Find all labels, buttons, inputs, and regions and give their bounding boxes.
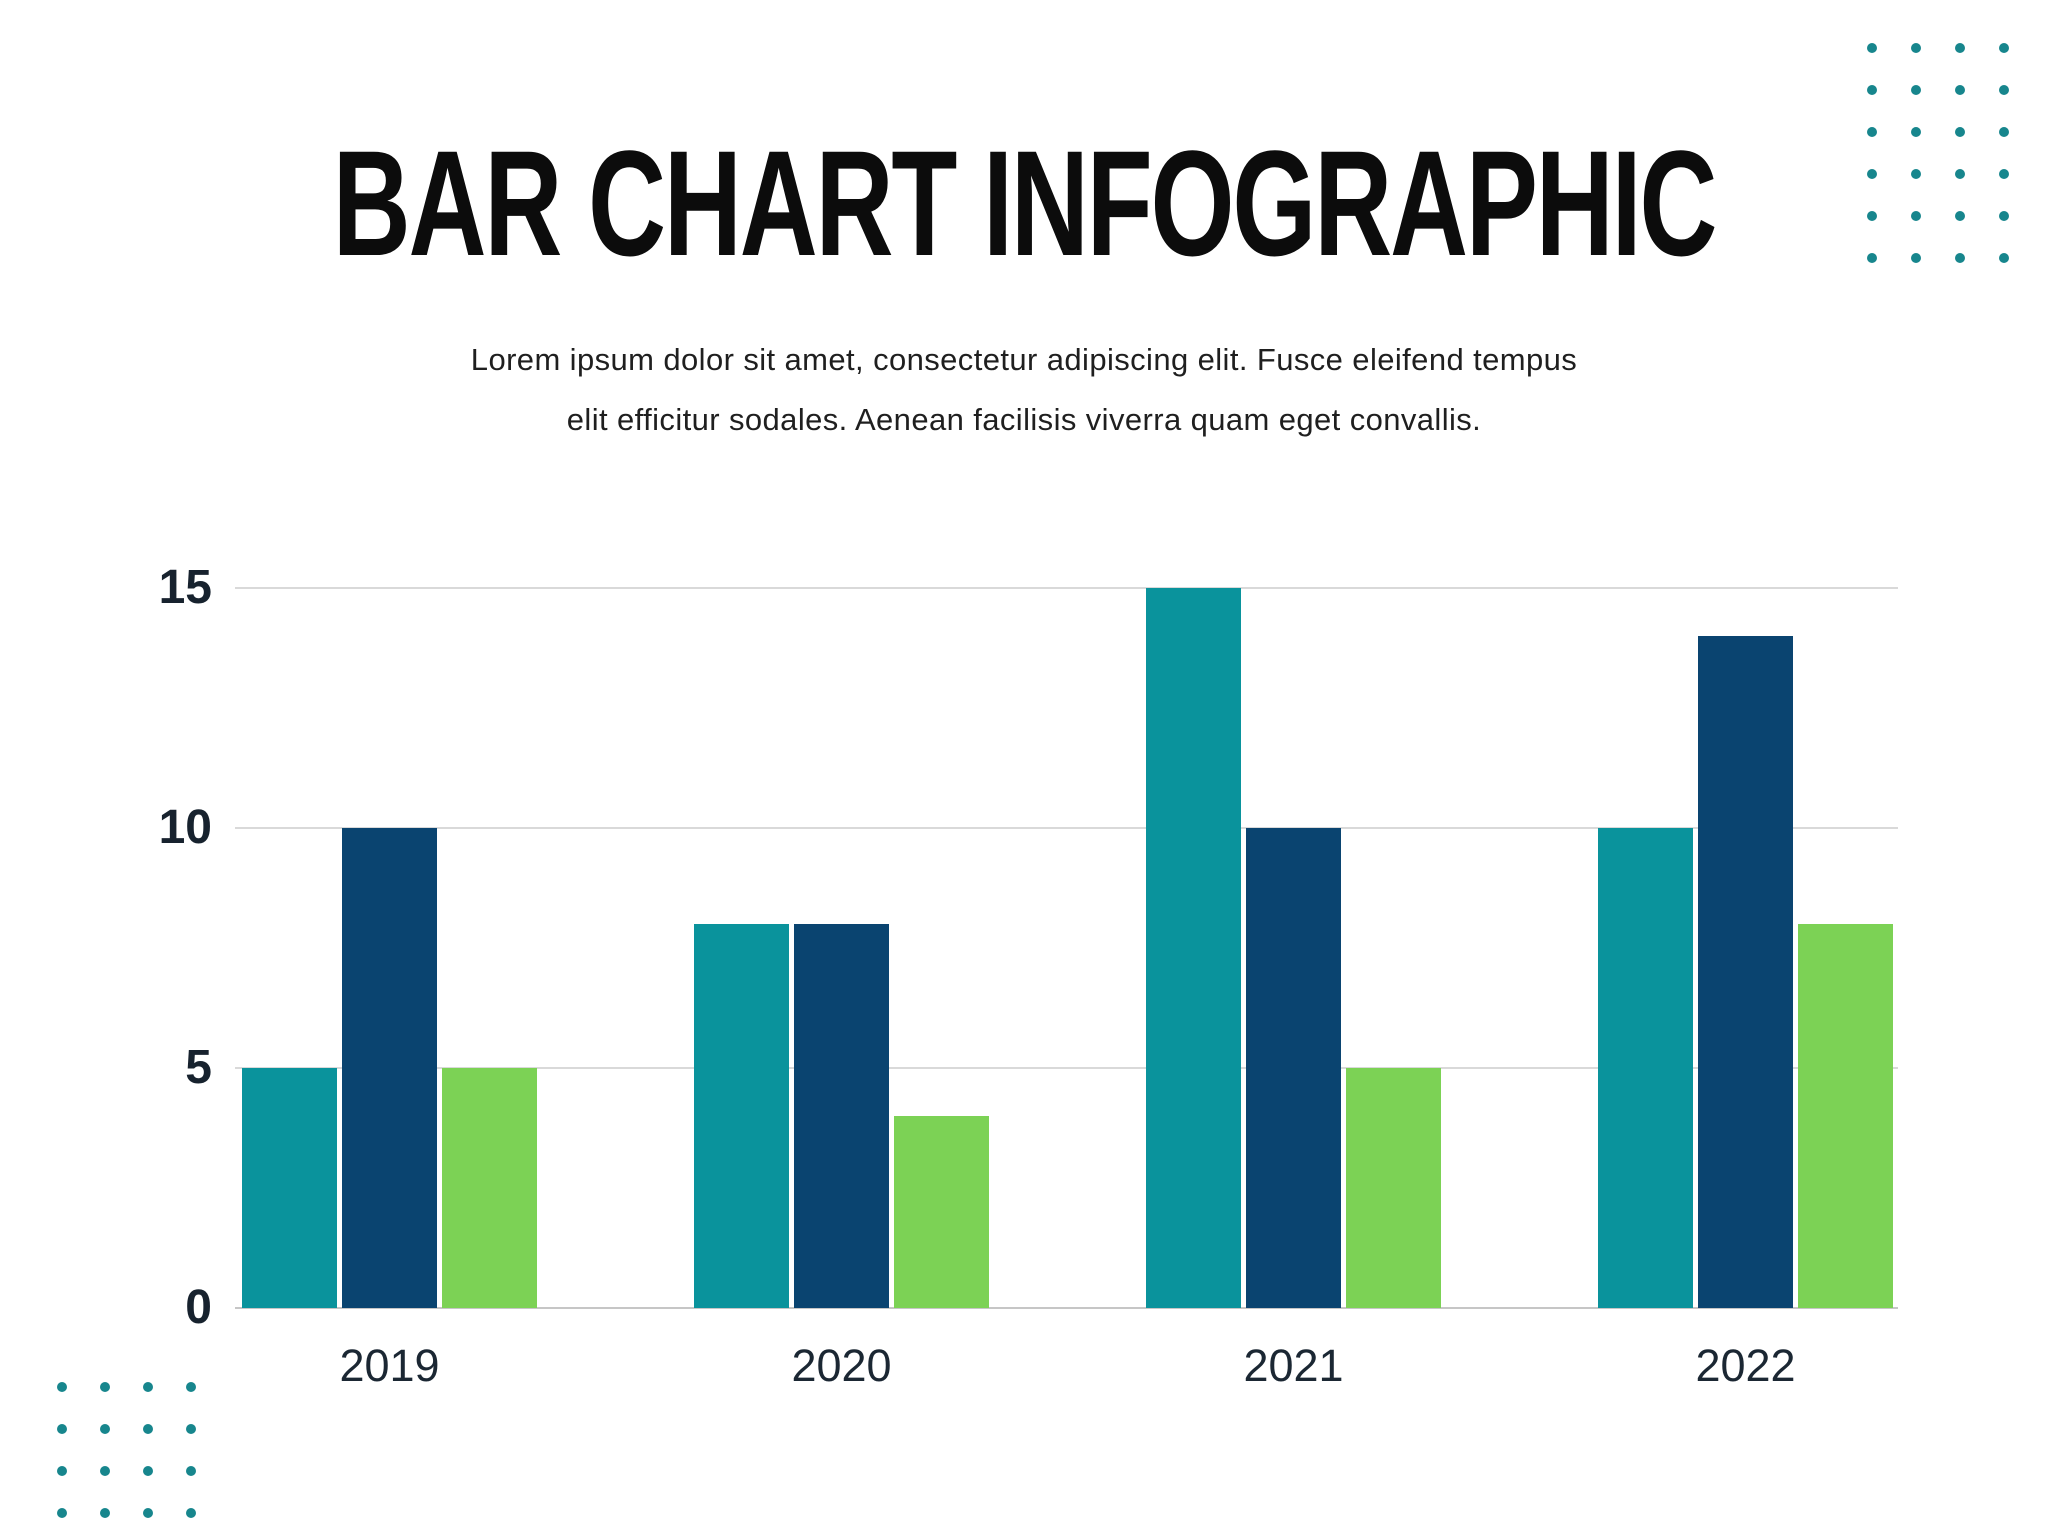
bar-2022-series-green xyxy=(1798,924,1893,1308)
decor-dot xyxy=(186,1466,196,1476)
page-title: BAR CHART INFOGRAPHIC xyxy=(332,119,1718,287)
decor-dot xyxy=(186,1508,196,1518)
decor-dot xyxy=(1911,43,1921,53)
x-axis-label-2019: 2019 xyxy=(339,1340,440,1391)
bar-2021-series-green xyxy=(1346,1068,1441,1308)
decor-dot xyxy=(1867,85,1877,95)
decor-dot xyxy=(1867,253,1877,263)
decor-dot xyxy=(57,1508,67,1518)
decor-dot xyxy=(1955,127,1965,137)
bar-2019-series-teal xyxy=(242,1068,337,1308)
dot-grid-bottom-left xyxy=(57,1382,196,1518)
bar-2019-series-green xyxy=(442,1068,537,1308)
decor-dot xyxy=(1911,253,1921,263)
y-axis-tick-label-5: 5 xyxy=(185,1041,212,1094)
decor-dot xyxy=(1999,43,2009,53)
decor-dot xyxy=(1999,211,2009,221)
decor-dot xyxy=(1999,253,2009,263)
decor-dot xyxy=(143,1382,153,1392)
decor-dot xyxy=(143,1424,153,1434)
subtitle-line-2: elit efficitur sodales. Aenean facilisis… xyxy=(566,402,1482,437)
decor-dot xyxy=(1999,169,2009,179)
decor-dot xyxy=(1867,211,1877,221)
bar-2022-series-navy xyxy=(1698,636,1793,1308)
gridline-y-15 xyxy=(235,587,1898,589)
bar-2019-series-navy xyxy=(342,828,437,1308)
decor-dot xyxy=(57,1424,67,1434)
decor-dot xyxy=(186,1382,196,1392)
bar-2022-series-teal xyxy=(1598,828,1693,1308)
decor-dot xyxy=(1911,85,1921,95)
decor-dot xyxy=(1955,43,1965,53)
gridline-y-10 xyxy=(235,827,1898,829)
bar-2021-series-navy xyxy=(1246,828,1341,1308)
decor-dot xyxy=(1911,169,1921,179)
gridline-y-5 xyxy=(235,1067,1898,1069)
x-axis-label-2020: 2020 xyxy=(791,1340,892,1391)
decor-dot xyxy=(1955,85,1965,95)
decor-dot xyxy=(100,1424,110,1434)
decor-dot xyxy=(1867,43,1877,53)
decor-dot xyxy=(57,1382,67,1392)
decor-dot xyxy=(143,1466,153,1476)
x-axis-label-2021: 2021 xyxy=(1243,1340,1344,1391)
decor-dot xyxy=(186,1424,196,1434)
x-axis-label-2022: 2022 xyxy=(1695,1340,1796,1391)
decor-dot xyxy=(1867,169,1877,179)
decor-dot xyxy=(100,1508,110,1518)
subtitle-line-1: Lorem ipsum dolor sit amet, consectetur … xyxy=(470,342,1578,377)
decor-dot xyxy=(1867,127,1877,137)
dot-grid-top-right xyxy=(1867,43,2009,263)
decor-dot xyxy=(100,1382,110,1392)
bar-2020-series-teal xyxy=(694,924,789,1308)
x-axis-baseline xyxy=(235,1307,1898,1309)
y-axis-tick-label-10: 10 xyxy=(158,801,212,854)
decor-dot xyxy=(1955,253,1965,263)
decor-dot xyxy=(1999,85,2009,95)
bar-2020-series-navy xyxy=(794,924,889,1308)
bar-2021-series-teal xyxy=(1146,588,1241,1308)
decor-dot xyxy=(100,1466,110,1476)
decor-dot xyxy=(57,1466,67,1476)
decor-dot xyxy=(1911,211,1921,221)
bar-2020-series-green xyxy=(894,1116,989,1308)
page-subtitle: Lorem ipsum dolor sit amet, consectetur … xyxy=(0,330,2048,450)
y-axis-tick-label-15: 15 xyxy=(158,561,212,614)
decor-dot xyxy=(1955,169,1965,179)
y-axis-tick-label-0: 0 xyxy=(185,1281,212,1334)
decor-dot xyxy=(1955,211,1965,221)
decor-dot xyxy=(1999,127,2009,137)
decor-dot xyxy=(1911,127,1921,137)
decor-dot xyxy=(143,1508,153,1518)
